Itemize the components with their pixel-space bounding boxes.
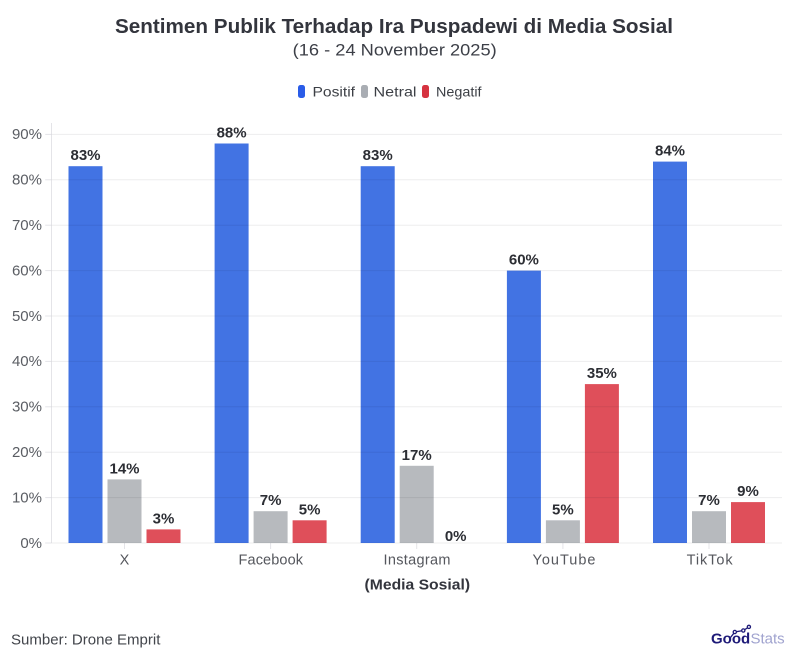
svg-text:Positif: Positif: [313, 84, 356, 100]
svg-text:17%: 17%: [402, 447, 432, 464]
svg-text:Stats: Stats: [751, 631, 785, 648]
svg-text:70%: 70%: [12, 217, 42, 234]
svg-text:Negatif: Negatif: [436, 84, 482, 100]
svg-text:TikTok: TikTok: [687, 553, 734, 569]
svg-text:Facebook: Facebook: [239, 553, 304, 569]
svg-text:Instagram: Instagram: [384, 553, 451, 569]
svg-text:(Media Sosial): (Media Sosial): [365, 577, 471, 594]
svg-text:(16 - 24 November 2025): (16 - 24 November 2025): [293, 41, 497, 60]
svg-text:50%: 50%: [12, 308, 42, 325]
svg-text:YouTube: YouTube: [533, 553, 596, 569]
svg-text:83%: 83%: [363, 147, 393, 164]
svg-text:30%: 30%: [12, 399, 42, 416]
svg-text:10%: 10%: [12, 489, 42, 506]
svg-text:0%: 0%: [445, 528, 467, 545]
svg-text:7%: 7%: [698, 492, 720, 509]
svg-text:3%: 3%: [153, 510, 175, 527]
svg-text:Sumber: Drone Emprit: Sumber: Drone Emprit: [11, 632, 161, 649]
svg-text:Sentimen Publik Terhadap Ira P: Sentimen Publik Terhadap Ira Puspadewi d…: [115, 16, 673, 38]
svg-text:Good: Good: [711, 631, 750, 648]
svg-text:84%: 84%: [655, 143, 685, 160]
svg-text:90%: 90%: [12, 126, 42, 143]
svg-text:35%: 35%: [587, 365, 617, 382]
svg-text:20%: 20%: [12, 444, 42, 461]
svg-text:X: X: [120, 553, 130, 569]
svg-text:40%: 40%: [12, 353, 42, 370]
svg-text:60%: 60%: [12, 262, 42, 279]
svg-text:88%: 88%: [217, 125, 247, 142]
svg-text:5%: 5%: [552, 501, 574, 518]
svg-text:9%: 9%: [737, 483, 759, 500]
svg-text:5%: 5%: [299, 501, 321, 518]
svg-text:Netral: Netral: [374, 84, 417, 100]
svg-text:60%: 60%: [509, 252, 539, 269]
svg-text:7%: 7%: [260, 492, 282, 509]
svg-text:80%: 80%: [12, 172, 42, 189]
svg-text:83%: 83%: [70, 147, 100, 164]
svg-text:14%: 14%: [109, 460, 139, 477]
svg-text:0%: 0%: [20, 535, 42, 552]
